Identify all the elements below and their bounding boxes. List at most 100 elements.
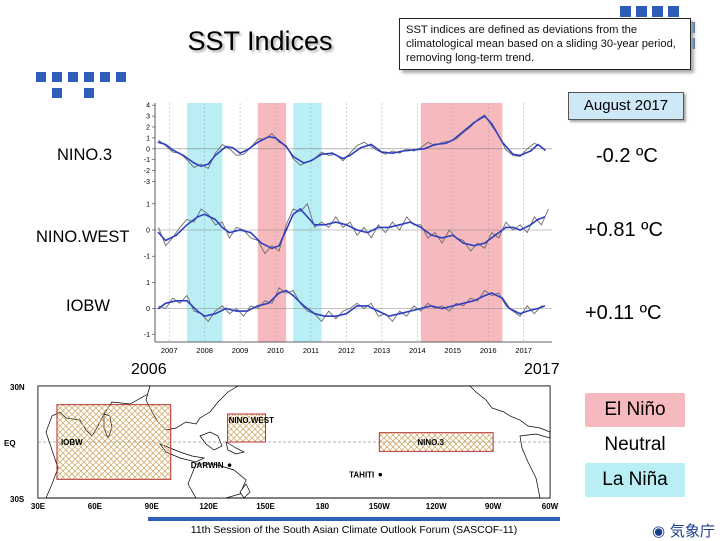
- station-label-0: DARWIN: [191, 461, 224, 470]
- point-0-6: [207, 163, 210, 165]
- point-1-6: [214, 218, 217, 221]
- y-tick-label-0-0: 4: [146, 103, 150, 110]
- point-2-16: [313, 312, 316, 315]
- point-0-36: [490, 122, 493, 125]
- point-2-0: [157, 307, 160, 310]
- y-tick-label-0-3: 1: [146, 135, 150, 142]
- point-0-4: [193, 162, 195, 164]
- legend-neutral: Neutral: [585, 428, 685, 462]
- point-1-22: [356, 229, 358, 231]
- x-tick-label-8: 2015: [444, 346, 461, 355]
- label-nino3: NINO.3: [57, 146, 113, 164]
- el-nino-shade-1: [420, 103, 503, 342]
- land-8: [469, 385, 551, 433]
- lon-label-4: 150E: [256, 502, 275, 511]
- point-0-2: [171, 149, 174, 151]
- point-0-20: [331, 152, 334, 155]
- region-box-0: [56, 404, 172, 480]
- point-1-0: [157, 231, 160, 234]
- y-tick-label-0-2: 2: [146, 125, 150, 132]
- y-tick-label-1-0: 1: [146, 201, 150, 208]
- y-tick-label-2-1: 0: [146, 306, 150, 313]
- point-0-12: [256, 141, 259, 144]
- point-2-6: [214, 312, 217, 315]
- land-5: [225, 441, 246, 455]
- point-0-34: [473, 121, 475, 124]
- la-nina-shade-1: [293, 103, 322, 342]
- point-1-2: [175, 234, 178, 237]
- point-2-8: [235, 310, 238, 312]
- point-1-24: [377, 226, 380, 229]
- region-map: 30N EQ 30S 30E 60E 90E 120E 150E 180 150W 120W 90W 6…: [4, 383, 559, 511]
- point-1-28: [419, 226, 422, 229]
- point-0-8: [224, 145, 227, 148]
- lon-label-9: 60W: [542, 502, 559, 511]
- y-tick-label-0-5: -1: [144, 157, 150, 164]
- point-0-30: [434, 143, 436, 146]
- point-2-4: [196, 310, 199, 312]
- region-label-1: NINO.WEST: [229, 416, 274, 425]
- y-tick-label-0-4: 0: [146, 146, 150, 153]
- series-running-mean-2: [158, 289, 546, 318]
- label-ninowest: NINO.WEST: [36, 228, 130, 246]
- value-iobw: +0.11 ºC: [585, 302, 662, 324]
- land-6: [187, 463, 247, 499]
- month-badge: August 2017: [568, 92, 684, 120]
- series-monthly-0: [158, 114, 546, 170]
- la-nina-shade-0: [186, 103, 223, 342]
- point-1-20: [334, 221, 337, 224]
- point-0-38: [512, 153, 514, 156]
- lon-label-7: 120W: [426, 502, 447, 511]
- y-tick-label-1-2: -1: [144, 254, 150, 261]
- x-tick-label-9: 2016: [480, 346, 497, 355]
- value-ninowest: +0.81 ºC: [585, 219, 663, 241]
- x-tick-label-7: 2014: [409, 346, 426, 355]
- y-tick-label-2-0: 1: [146, 280, 150, 287]
- point-1-18: [313, 223, 316, 226]
- point-0-22: [349, 154, 351, 157]
- x-tick-label-5: 2012: [338, 346, 355, 355]
- land-7: [239, 483, 251, 499]
- legend-el-nino: El Niño: [585, 393, 685, 427]
- point-1-26: [398, 223, 401, 226]
- value-nino3: -0.2 ºC: [596, 145, 658, 167]
- jma-logo-icon: ◉: [652, 522, 666, 540]
- point-1-30: [441, 236, 444, 239]
- point-0-10: [239, 152, 241, 155]
- region-box-2: [378, 432, 494, 452]
- legend-la-nina: La Niña: [585, 463, 685, 497]
- point-1-38: [519, 229, 521, 231]
- point-1-10: [249, 231, 252, 234]
- point-2-32: [483, 294, 486, 297]
- point-0-28: [412, 149, 415, 151]
- point-0-0: [157, 141, 160, 144]
- jma-logo-text: 気象庁: [669, 522, 715, 540]
- point-0-40: [529, 150, 532, 152]
- point-2-24: [398, 312, 401, 315]
- land-4: [199, 431, 223, 451]
- point-2-34: [501, 297, 504, 300]
- y-tick-label-0-6: -2: [144, 168, 150, 175]
- point-2-28: [441, 307, 444, 310]
- region-label-2: NINO.3: [417, 438, 444, 447]
- point-1-16: [299, 208, 302, 210]
- point-2-12: [278, 292, 280, 294]
- lat-label-0: 30N: [10, 383, 25, 392]
- point-0-26: [391, 152, 394, 155]
- x-tick-label-1: 2008: [196, 346, 213, 355]
- year-start-label: 2006: [131, 361, 167, 378]
- year-end-label: 2017: [524, 361, 560, 378]
- x-tick-label-10: 2017: [515, 346, 532, 355]
- region-label-0: IOBW: [61, 438, 83, 447]
- station-label-1: TAHITI: [349, 471, 374, 480]
- point-1-12: [271, 247, 273, 250]
- point-0-24: [370, 143, 373, 146]
- point-0-14: [274, 137, 277, 139]
- x-tick-label-2: 2009: [232, 346, 249, 355]
- lon-label-8: 90W: [485, 502, 502, 511]
- series-running-mean-1: [157, 207, 546, 250]
- point-2-2: [175, 299, 178, 302]
- series-monthly-2: [158, 287, 545, 323]
- point-0-42: [544, 149, 546, 151]
